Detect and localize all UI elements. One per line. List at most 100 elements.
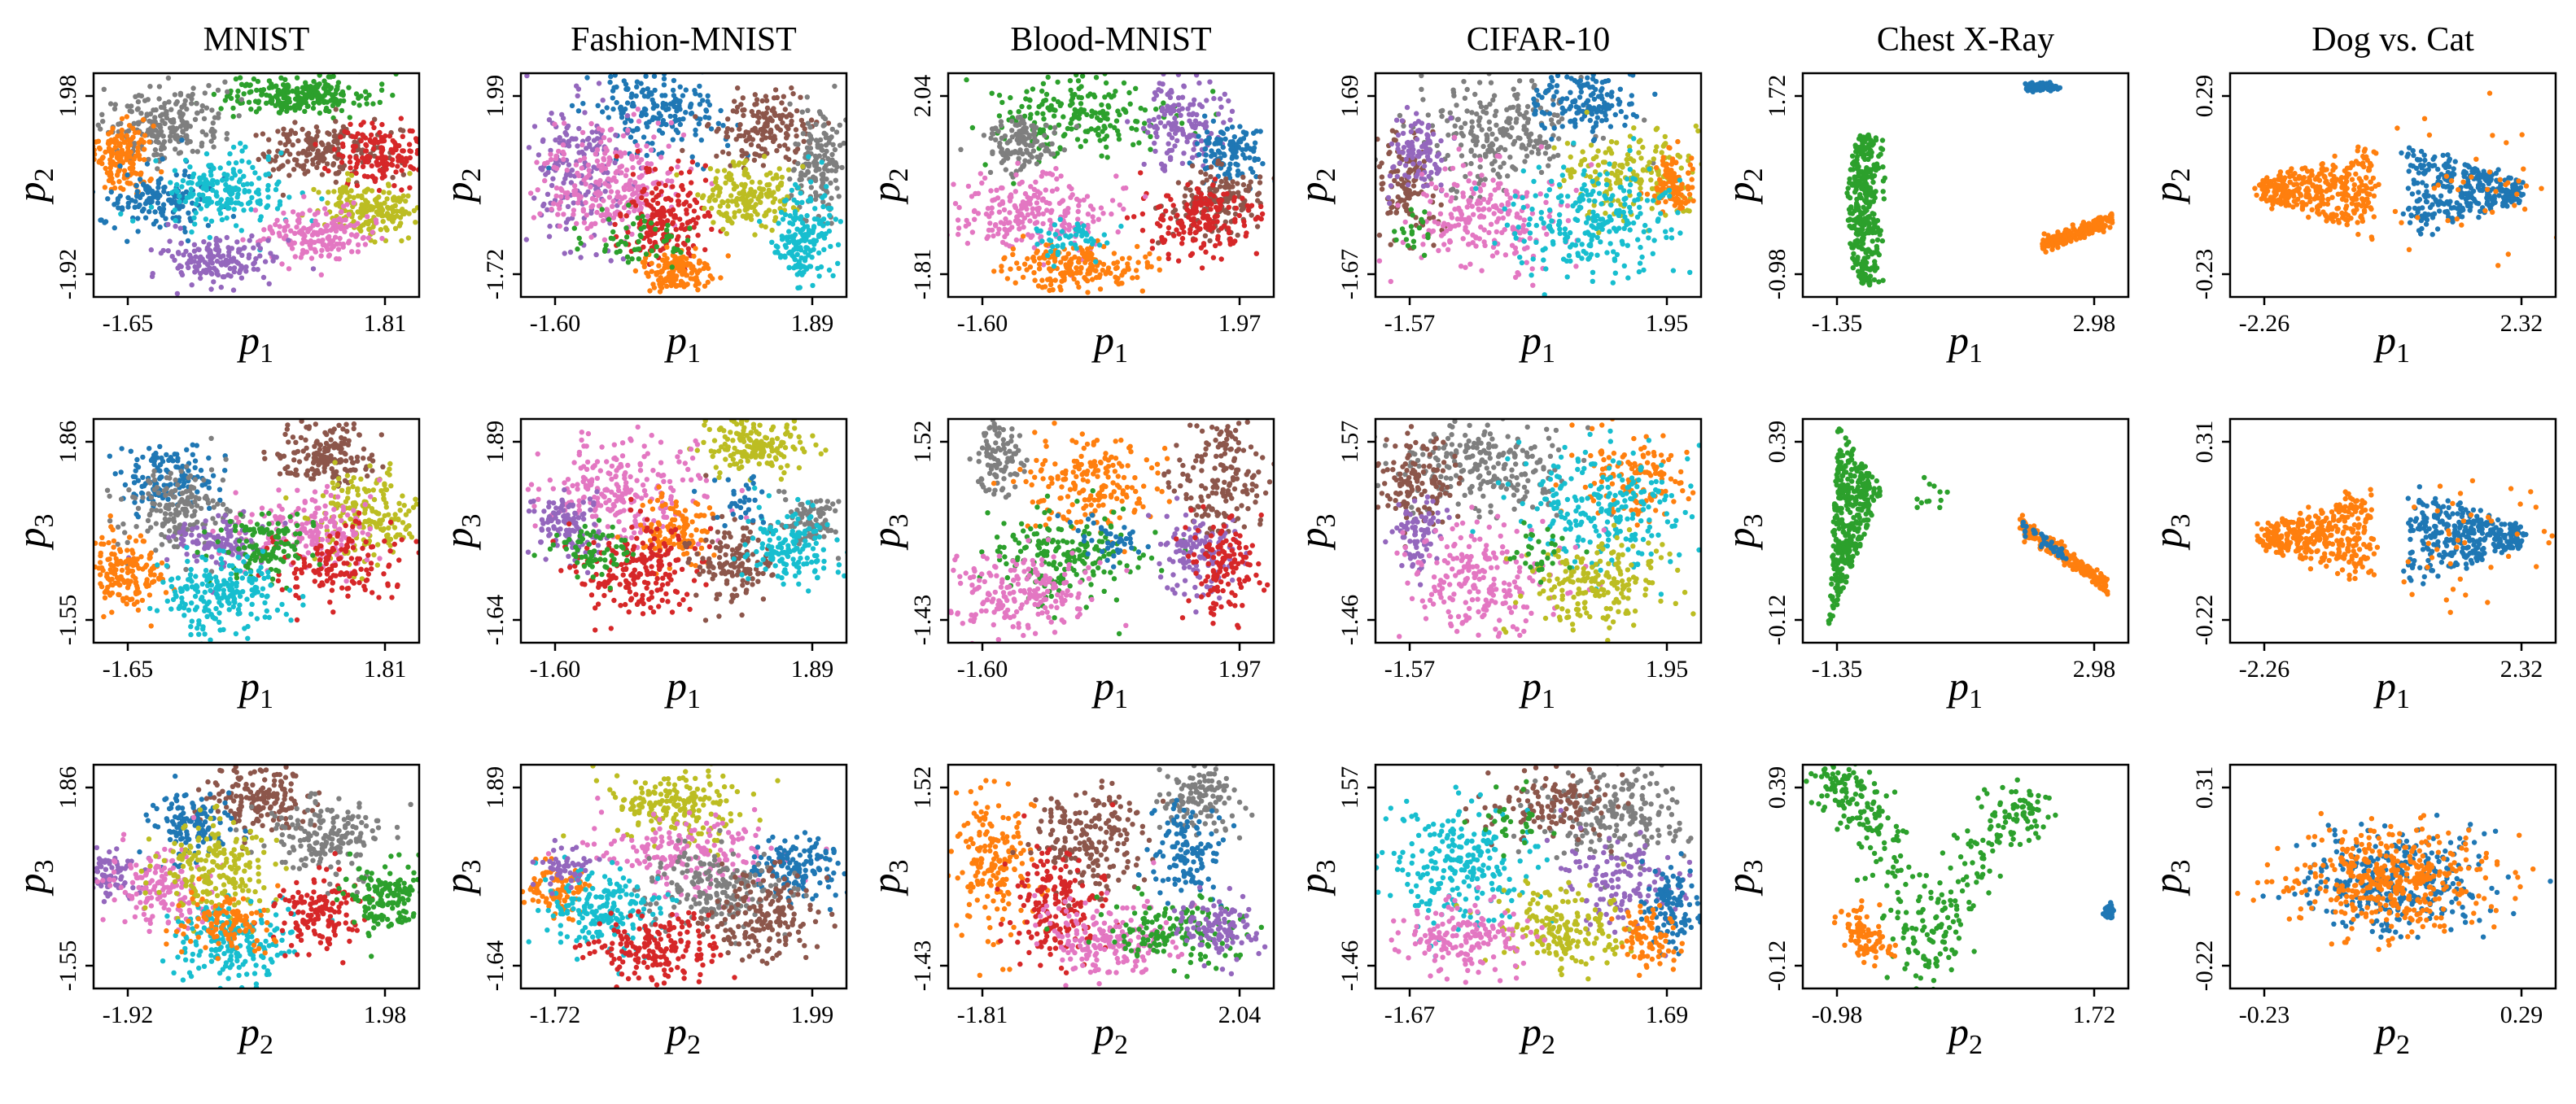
scatter-point (975, 211, 982, 216)
scatter-point (742, 203, 748, 208)
scatter-point (120, 186, 126, 192)
scatter-point (116, 121, 121, 127)
scatter-point (755, 109, 762, 116)
scatter-point (989, 130, 995, 137)
scatter-point (614, 190, 621, 195)
scatter-point (279, 261, 285, 267)
scatter-point (191, 259, 197, 264)
scatter-point (1012, 189, 1019, 194)
scatter-point (956, 204, 962, 211)
scatter-point (1138, 105, 1144, 111)
scatter-point (649, 260, 654, 266)
scatter-point (1078, 101, 1084, 107)
scatter-point (817, 111, 824, 116)
scatter-point (1166, 132, 1172, 137)
scatter-point (607, 220, 613, 226)
scatter-point (1016, 265, 1022, 272)
scatter-point (545, 159, 550, 166)
scatter-point (370, 173, 375, 180)
scatter-point (670, 137, 676, 142)
scatter-point (262, 259, 269, 264)
scatter-point (612, 73, 618, 78)
scatter-point (1257, 129, 1263, 134)
scatter-point (786, 250, 792, 256)
scatter-point (663, 276, 669, 281)
scatter-point (821, 247, 827, 252)
scatter-point (779, 100, 785, 106)
scatter-point (346, 85, 352, 90)
scatter-point (216, 111, 221, 116)
x-tick-label: 1.89 (791, 310, 834, 337)
scatter-point (294, 75, 300, 81)
scatter-point (1078, 264, 1084, 271)
scatter-point (838, 219, 844, 225)
scatter-point (321, 78, 327, 84)
scatter-point (829, 220, 834, 226)
scatter-point (172, 207, 178, 213)
scatter-point (1193, 60, 1198, 65)
scatter-point (680, 93, 686, 98)
scatter-point (715, 168, 720, 174)
scatter-point (385, 205, 391, 212)
scatter-point (1149, 238, 1156, 244)
scatter-point (666, 233, 671, 238)
scatter-point (608, 235, 614, 241)
scatter-point (333, 228, 339, 234)
scatter-point (364, 101, 370, 107)
scatter-point (431, 210, 436, 215)
scatter-point (247, 238, 252, 243)
scatter-point (709, 226, 715, 232)
scatter-point (1091, 92, 1097, 98)
scatter-point (155, 139, 161, 146)
scatter-point (649, 141, 655, 146)
scatter-point (645, 86, 650, 92)
scatter-point (315, 210, 321, 216)
scatter-point (370, 204, 376, 211)
scatter-point (108, 129, 114, 135)
scatter-point (1259, 211, 1266, 217)
scatter-point (1542, 139, 1549, 146)
scatter-point (1222, 171, 1228, 177)
scatter-point (1097, 137, 1103, 143)
scatter-point (358, 210, 364, 216)
scatter-point (612, 221, 618, 227)
scatter-point (665, 178, 671, 184)
scatter-point (1114, 128, 1121, 134)
scatter-point (652, 230, 658, 237)
scatter-point (827, 136, 833, 142)
scatter-point (1196, 199, 1202, 205)
scatter-point (296, 216, 302, 222)
axes-frame (947, 72, 1275, 299)
scatter-point (703, 108, 710, 114)
scatter-point (715, 126, 721, 132)
scatter-point (1017, 167, 1024, 172)
scatter-point (750, 137, 756, 142)
scatter-point (810, 229, 816, 235)
scatter-point (307, 207, 313, 213)
scatter-point (119, 132, 125, 137)
scatter-point (1511, 86, 1516, 92)
scatter-point (1040, 196, 1046, 202)
scatter-point (1196, 133, 1201, 139)
scatter-point (1230, 179, 1236, 185)
scatter-point (1106, 104, 1112, 110)
scatter-point (1181, 229, 1187, 235)
scatter-point (1203, 120, 1209, 125)
scatter-point (1091, 110, 1098, 116)
scatter-point (1143, 254, 1148, 260)
scatter-point (694, 162, 701, 168)
scatter-point (313, 230, 319, 236)
scatter-point (608, 73, 614, 80)
scatter-point (1069, 116, 1075, 122)
scatter-point (1152, 124, 1157, 130)
scatter-point (1122, 268, 1127, 273)
scatter-point (1049, 188, 1056, 194)
scatter-point (568, 180, 575, 185)
scatter-point (810, 282, 816, 289)
scatter-point (326, 236, 332, 242)
scatter-point (725, 199, 731, 204)
scatter-point (760, 186, 767, 192)
scatter-point (224, 215, 230, 221)
scatter-point (551, 201, 557, 207)
scatter-point (208, 270, 214, 277)
